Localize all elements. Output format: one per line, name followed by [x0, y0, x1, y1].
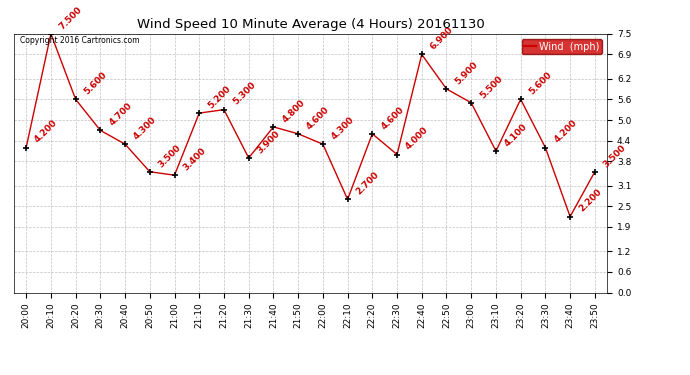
Text: 5.300: 5.300: [231, 81, 257, 107]
Text: 4.000: 4.000: [404, 126, 431, 152]
Text: 2.200: 2.200: [577, 188, 603, 214]
Text: 4.300: 4.300: [132, 115, 158, 141]
Text: 2.700: 2.700: [355, 170, 381, 196]
Text: 4.300: 4.300: [330, 115, 356, 141]
Text: 4.200: 4.200: [552, 118, 579, 145]
Title: Wind Speed 10 Minute Average (4 Hours) 20161130: Wind Speed 10 Minute Average (4 Hours) 2…: [137, 18, 484, 31]
Text: Copyright 2016 Cartronics.com: Copyright 2016 Cartronics.com: [20, 36, 139, 45]
Text: 4.200: 4.200: [33, 118, 59, 145]
Text: 5.500: 5.500: [478, 74, 504, 100]
Text: 5.900: 5.900: [453, 60, 480, 86]
Text: 3.500: 3.500: [602, 143, 628, 169]
Text: 7.500: 7.500: [58, 4, 84, 31]
Text: 5.200: 5.200: [206, 84, 233, 110]
Text: 4.100: 4.100: [503, 122, 529, 148]
Text: 3.900: 3.900: [255, 129, 282, 155]
Text: 5.600: 5.600: [83, 70, 109, 96]
Text: 3.400: 3.400: [181, 146, 208, 172]
Text: 4.800: 4.800: [280, 98, 306, 124]
Text: 3.500: 3.500: [157, 143, 183, 169]
Text: 4.600: 4.600: [380, 105, 406, 131]
Legend: Wind  (mph): Wind (mph): [522, 39, 602, 54]
Text: 4.700: 4.700: [107, 101, 134, 128]
Text: 6.900: 6.900: [428, 26, 455, 52]
Text: 5.600: 5.600: [528, 70, 554, 96]
Text: 4.600: 4.600: [305, 105, 331, 131]
